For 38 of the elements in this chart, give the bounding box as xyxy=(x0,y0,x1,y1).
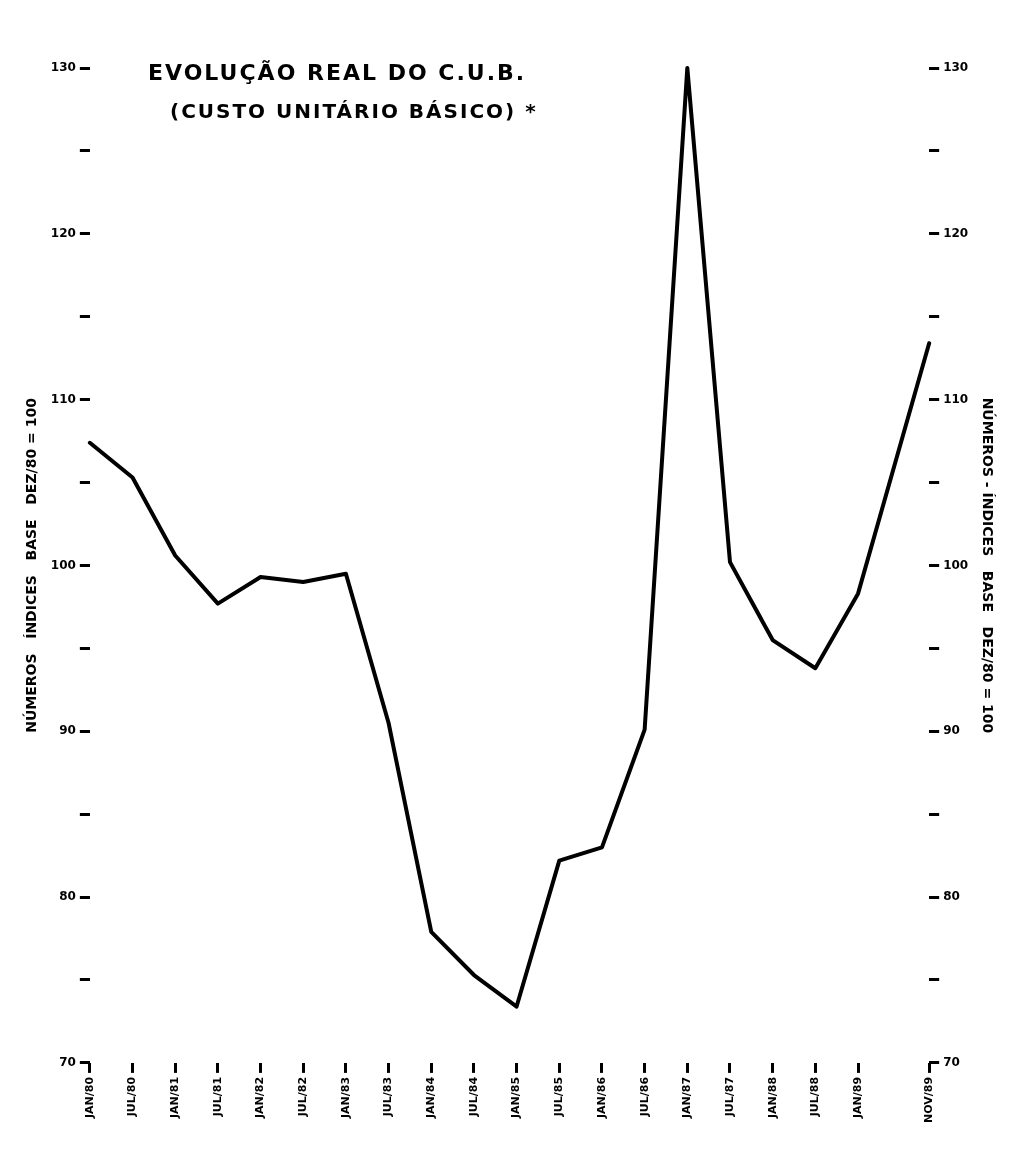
y-tick-label: 130 xyxy=(50,60,76,75)
text: (CUSTO UNITÁRIO BÁSICO) * xyxy=(170,99,538,123)
x-tick-label: JAN/84 xyxy=(424,1076,438,1120)
x-tick-label: JAN/83 xyxy=(338,1076,352,1120)
y-axis-title: NÚMEROS ÍNDICES BASE DEZ/80 = 100 xyxy=(22,397,40,733)
x-tick-label: JUL/82 xyxy=(296,1076,310,1118)
y2-tick-label: 120 xyxy=(943,225,969,240)
x-tick-label: JAN/89 xyxy=(850,1076,864,1120)
chart-title: EVOLUÇÃO REAL DO C.U.B. xyxy=(148,60,528,85)
x-tick-label: JAN/85 xyxy=(509,1076,523,1120)
x-tick-label: JUL/83 xyxy=(381,1076,395,1118)
x-tick-label: JAN/80 xyxy=(82,1076,96,1120)
y-tick-label: 110 xyxy=(50,391,76,406)
x-tick-label: JAN/87 xyxy=(680,1076,694,1120)
y2-tick-label: 130 xyxy=(943,60,969,75)
x-tick-label: JUL/84 xyxy=(466,1076,480,1118)
y-tick-label: 70 xyxy=(59,1055,76,1070)
x-tick-label: JAN/81 xyxy=(168,1076,182,1120)
x-tick-label: JUL/88 xyxy=(808,1076,822,1118)
y-tick-label: 90 xyxy=(59,723,76,738)
y2-tick-label: 110 xyxy=(943,391,969,406)
y-tick-label: 100 xyxy=(50,557,76,572)
x-tick-label: JUL/87 xyxy=(722,1076,736,1118)
y2-tick-label: 100 xyxy=(943,557,969,572)
y2-tick-label: 80 xyxy=(943,889,960,904)
x-tick-label: JAN/86 xyxy=(594,1076,608,1120)
x-tick-label: JUL/81 xyxy=(210,1076,224,1118)
y2-axis-title: NÚMEROS - ÍNDICES BASE DEZ/80 = 100 xyxy=(979,397,997,734)
x-tick-label: JAN/82 xyxy=(253,1076,267,1120)
y-tick-label: 80 xyxy=(59,889,76,904)
y2-tick-label: 70 xyxy=(943,1055,960,1070)
x-tick-label: JUL/80 xyxy=(125,1076,139,1118)
x-tick-label: JUL/85 xyxy=(552,1076,566,1118)
x-tick-label: JAN/88 xyxy=(765,1076,779,1120)
x-tick-label: JUL/86 xyxy=(637,1076,651,1118)
x-tick-label: NOV/89 xyxy=(922,1076,936,1124)
y-tick-label: 120 xyxy=(50,225,76,240)
y2-tick-label: 90 xyxy=(943,723,960,738)
